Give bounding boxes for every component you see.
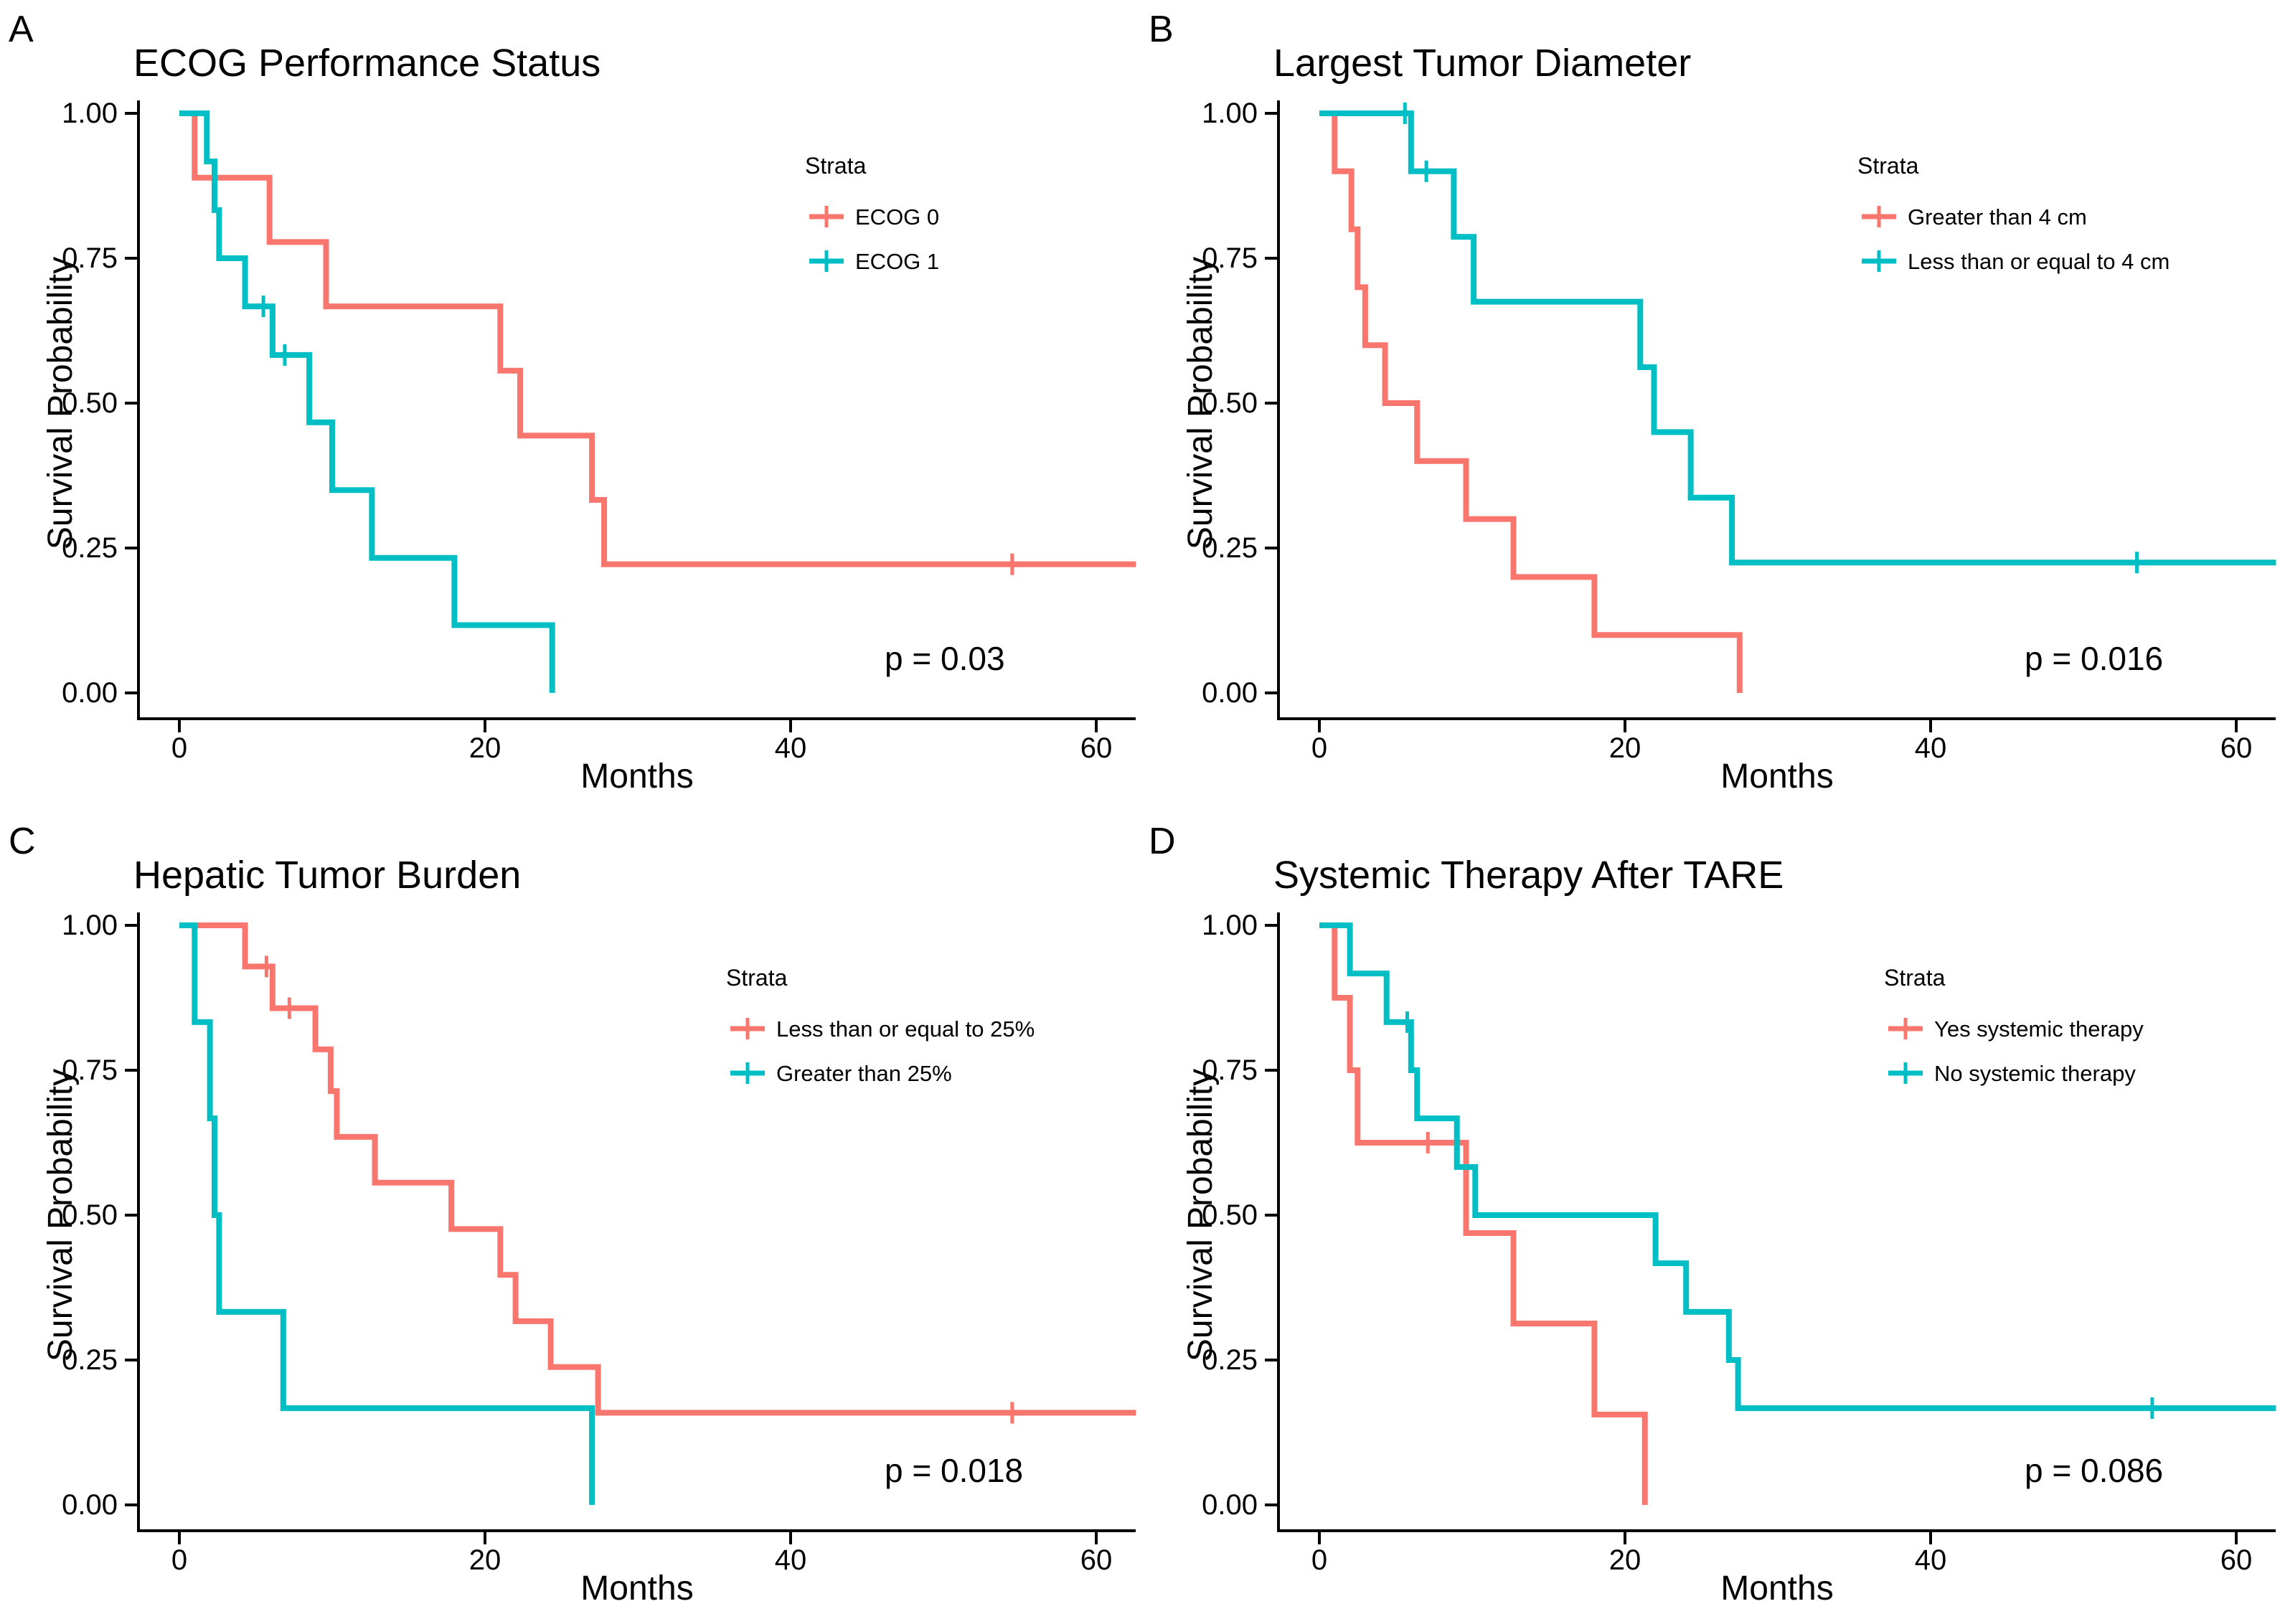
legend-item-label: Yes systemic therapy [1934,1016,2144,1042]
legend-title: Strata [1857,153,1919,179]
x-tick-label: 40 [775,732,807,764]
y-tick-label: 1.00 [1202,910,1258,941]
y-tick-label: 0.25 [1202,1344,1258,1376]
y-axis-title: Survival Probability [1182,1069,1220,1361]
y-tick-label: 0.25 [1202,532,1258,564]
x-tick-label: 0 [171,1544,187,1576]
legend-item-label: ECOG 0 [855,204,939,230]
x-tick-label: 0 [1311,1544,1327,1576]
panel-a: A ECOG Performance Status 0.00 0.25 0.50 0.75… [0,0,1140,812]
y-tick-label: 0.00 [1202,677,1258,709]
chart-title: Largest Tumor Diameter [1273,42,1691,85]
legend-title: Strata [805,153,867,179]
x-tick-label: 20 [1609,732,1641,764]
y-tick-label: 0.50 [1202,387,1258,419]
y-tick-label: 1.00 [62,910,118,941]
chart-title: ECOG Performance Status [133,42,600,85]
x-tick-label: 40 [1915,1544,1947,1576]
legend-item-label: ECOG 1 [855,249,939,274]
km-curve-less-than-or-equal-to-4-cm [1319,110,2276,566]
panel-b: B Largest Tumor Diameter 0.00 0.25 0.50 0.75 1… [1140,0,2280,812]
x-axis-title: Months [580,1569,693,1608]
km-curve-ecog-1 [179,110,555,693]
x-tick-label: 60 [1080,732,1113,764]
x-tick-label: 60 [2220,732,2253,764]
x-tick-label: 0 [171,732,187,764]
legend-item-label: Less than or equal to 4 cm [1908,249,2170,274]
x-tick-label: 20 [469,1544,501,1576]
y-tick-label: 0.75 [62,1054,118,1086]
y-axis-title: Survival Probability [1182,257,1220,549]
panel-d-chart: D Systemic Therapy After TARE 0.00 0.25 0.50… [1149,821,2276,1608]
y-tick-label: 0.75 [62,242,118,274]
x-tick-label: 40 [1915,732,1947,764]
panel-a-chart: A ECOG Performance Status 0.00 0.25 0.50 0.75… [9,9,1136,796]
p-value-label: p = 0.018 [885,1452,1023,1489]
p-value-label: p = 0.03 [885,640,1005,677]
km-curve-no-systemic-therapy [1319,922,2276,1412]
legend-title: Strata [726,965,788,991]
x-tick-label: 60 [1080,1544,1113,1576]
km-curve-greater-than-4-cm [1319,110,1743,693]
y-tick-label: 0.50 [62,387,118,419]
y-tick-label: 0.75 [1202,242,1258,274]
y-tick-label: 0.00 [62,677,118,709]
km-curve-yes-systemic-therapy [1319,922,1648,1505]
p-value-label: p = 0.086 [2025,1452,2163,1489]
chart-title: Hepatic Tumor Burden [133,854,521,897]
chart-title: Systemic Therapy After TARE [1273,854,1784,897]
y-tick-label: 1.00 [1202,98,1258,129]
legend-title: Strata [1884,965,1946,991]
x-axis-title: Months [1720,757,1833,796]
y-axis-title: Survival Probability [42,1069,80,1361]
panel-c-chart: C Hepatic Tumor Burden 0.00 0.25 0.50 0.75 1.0… [9,821,1136,1608]
panel-letter: A [9,9,34,50]
y-tick-label: 0.50 [62,1199,118,1231]
km-curve-less-than-or-equal-to-25 [179,922,1136,1416]
y-tick-label: 0.50 [1202,1199,1258,1231]
y-tick-label: 0.75 [1202,1054,1258,1086]
y-tick-label: 0.00 [62,1489,118,1521]
km-curve-greater-than-25 [179,922,595,1505]
panel-letter: D [1149,821,1176,862]
y-axis-title: Survival Probability [42,257,80,549]
legend-item-label: Less than or equal to 25% [776,1016,1035,1042]
p-value-label: p = 0.016 [2025,640,2163,677]
y-tick-label: 0.25 [62,1344,118,1376]
y-tick-label: 0.00 [1202,1489,1258,1521]
x-tick-label: 40 [775,1544,807,1576]
legend-item-label: Greater than 25% [776,1061,952,1086]
x-tick-label: 20 [1609,1544,1641,1576]
panel-c: C Hepatic Tumor Burden 0.00 0.25 0.50 0.75 1.0… [0,812,1140,1624]
x-axis-title: Months [1720,1569,1833,1608]
x-axis-title: Months [580,757,693,796]
y-tick-label: 0.25 [62,532,118,564]
y-tick-label: 1.00 [62,98,118,129]
x-tick-label: 0 [1311,732,1327,764]
legend-item-label: No systemic therapy [1934,1061,2136,1086]
panel-d: D Systemic Therapy After TARE 0.00 0.25 0.50… [1140,812,2280,1624]
panel-letter: B [1149,9,1174,50]
panel-b-chart: B Largest Tumor Diameter 0.00 0.25 0.50 0.75 1… [1149,9,2276,796]
km-curve-ecog-0 [179,110,1136,567]
legend-item-label: Greater than 4 cm [1908,204,2087,230]
x-tick-label: 60 [2220,1544,2253,1576]
panel-letter: C [9,821,36,862]
x-tick-label: 20 [469,732,501,764]
